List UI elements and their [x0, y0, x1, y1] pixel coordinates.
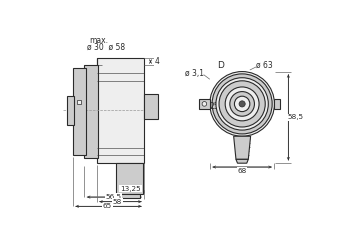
Polygon shape [236, 159, 248, 163]
Text: max.: max. [89, 36, 108, 45]
Text: 4: 4 [155, 57, 160, 66]
Text: ø 30  ø 58: ø 30 ø 58 [87, 42, 125, 51]
Circle shape [239, 101, 245, 107]
Text: ø 63: ø 63 [256, 61, 273, 70]
Circle shape [216, 78, 268, 130]
Bar [199, 99, 210, 109]
Bar [84, 65, 98, 158]
Circle shape [219, 81, 265, 127]
Text: 56,5: 56,5 [105, 194, 121, 200]
Text: 25°: 25° [210, 102, 223, 111]
Circle shape [235, 96, 250, 112]
Bar [96, 58, 144, 163]
Text: 68: 68 [237, 168, 247, 174]
Text: 13,25: 13,25 [120, 186, 141, 191]
Text: 65: 65 [103, 203, 112, 209]
Bar [118, 194, 141, 198]
Bar [274, 99, 280, 109]
Circle shape [230, 91, 254, 116]
Circle shape [212, 74, 272, 134]
Bar [144, 94, 158, 119]
Circle shape [210, 72, 274, 136]
Text: ø 3,1: ø 3,1 [185, 68, 204, 77]
Text: 58,5: 58,5 [287, 114, 303, 120]
Bar [77, 100, 81, 104]
Bar [73, 68, 86, 155]
Circle shape [202, 102, 207, 106]
Text: 58: 58 [113, 199, 122, 205]
Text: D: D [217, 61, 224, 70]
Polygon shape [234, 136, 251, 159]
Bar [116, 163, 143, 194]
Bar [67, 96, 74, 125]
Circle shape [225, 87, 259, 121]
